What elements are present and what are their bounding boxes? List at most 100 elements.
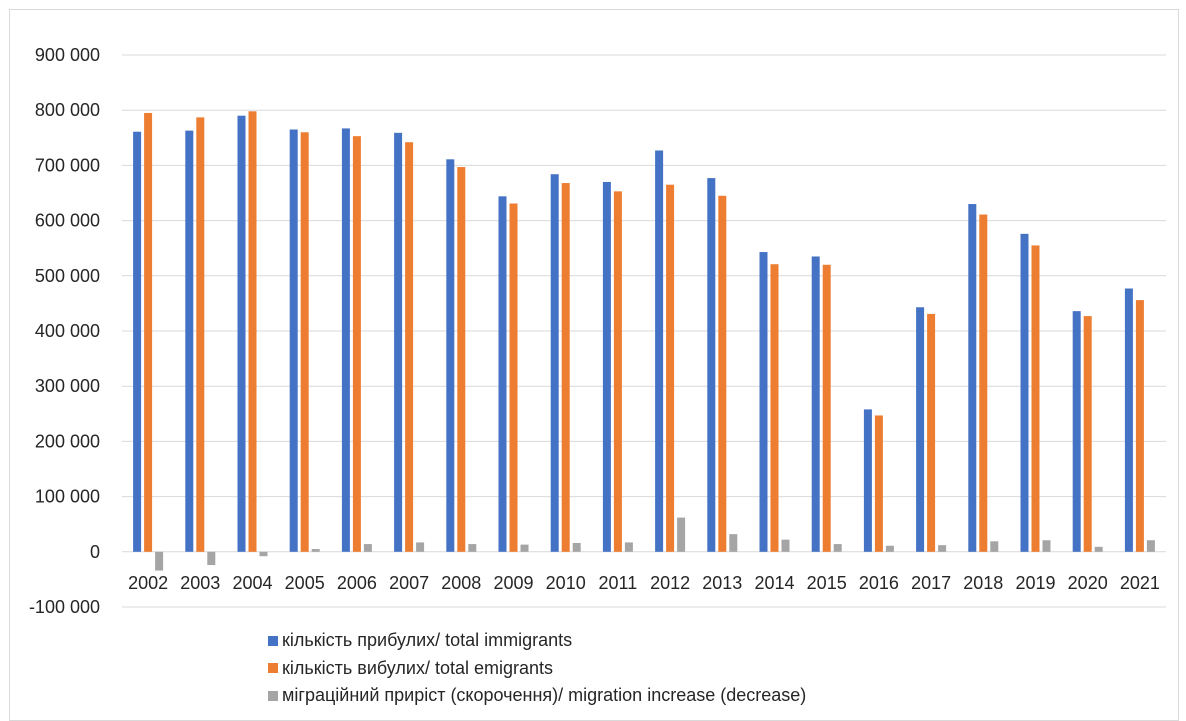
bar-migration-increase-2011	[624, 542, 633, 552]
bar-immigrants-2021	[1124, 288, 1133, 552]
bar-migration-increase-2017	[938, 545, 947, 552]
y-axis-ticks: -100 000 0 100 000 200 000 300 000 400 000 500…	[29, 45, 100, 617]
bar-immigrants-2012	[655, 150, 664, 552]
bar-emigrants-2017	[927, 313, 936, 552]
bar-migration-increase-2013	[729, 534, 738, 552]
y-tick-label: 400 000	[35, 321, 100, 341]
y-tick-label: 200 000	[35, 431, 100, 451]
x-tick-label: 2020	[1068, 573, 1108, 593]
bar-migration-increase-2015	[833, 544, 842, 552]
legend-item-emigrants: кількість вибулих/ total emigrants	[268, 655, 806, 683]
x-tick-label: 2007	[389, 573, 429, 593]
x-tick-label: 2017	[911, 573, 951, 593]
bar-emigrants-2003	[196, 117, 205, 552]
bar-migration-increase-2004	[259, 551, 268, 557]
bar-emigrants-2010	[561, 183, 570, 552]
legend: кількість прибулих/ total immigrants кіл…	[268, 627, 806, 710]
bars	[133, 111, 1155, 571]
bar-emigrants-2020	[1083, 316, 1092, 552]
x-tick-label: 2005	[285, 573, 325, 593]
x-tick-label: 2010	[546, 573, 586, 593]
x-tick-label: 2004	[232, 573, 272, 593]
legend-swatch-migration-increase	[268, 690, 278, 701]
bar-migration-increase-2006	[363, 544, 372, 552]
legend-item-migration-increase: міграційний приріст (скорочення)/ migrat…	[268, 682, 806, 710]
bar-immigrants-2003	[185, 130, 194, 552]
bar-emigrants-2012	[666, 184, 675, 552]
bar-immigrants-2019	[1020, 233, 1029, 552]
x-tick-label: 2006	[337, 573, 377, 593]
y-tick-label: 0	[90, 542, 100, 562]
bar-emigrants-2014	[770, 264, 779, 552]
bar-emigrants-2021	[1135, 300, 1144, 552]
legend-label-migration-increase: міграційний приріст (скорочення)/ migrat…	[282, 685, 807, 706]
bar-immigrants-2002	[133, 131, 142, 552]
bar-migration-increase-2008	[468, 544, 477, 552]
x-tick-label: 2016	[859, 573, 899, 593]
bar-migration-increase-2009	[520, 544, 529, 552]
bar-migration-increase-2021	[1146, 540, 1155, 552]
x-tick-label: 2011	[599, 573, 638, 593]
bar-migration-increase-2003	[207, 551, 216, 566]
bar-immigrants-2014	[759, 252, 768, 552]
bar-migration-increase-2007	[416, 542, 425, 552]
x-tick-label: 2002	[128, 573, 168, 593]
y-tick-label: 100 000	[35, 487, 100, 507]
x-tick-label: 2003	[180, 573, 220, 593]
bar-immigrants-2016	[863, 409, 872, 552]
y-tick-label: 500 000	[35, 266, 100, 286]
gridlines	[122, 54, 1166, 608]
bar-emigrants-2007	[405, 142, 414, 552]
bar-immigrants-2006	[341, 128, 350, 552]
bar-emigrants-2002	[144, 112, 153, 552]
bar-emigrants-2009	[509, 203, 518, 552]
bar-emigrants-2018	[979, 214, 988, 552]
x-axis-ticks: 2002 2003 2004 2005 2006 2007 2008 2009 2010 2011…	[128, 573, 1160, 593]
bar-immigrants-2010	[550, 174, 559, 552]
bar-migration-increase-2002	[155, 551, 164, 571]
legend-item-immigrants: кількість прибулих/ total immigrants	[268, 627, 806, 655]
y-tick-label: 700 000	[35, 155, 100, 175]
bar-immigrants-2011	[602, 181, 611, 552]
bar-immigrants-2020	[1072, 311, 1081, 552]
bar-migration-increase-2016	[885, 545, 894, 552]
x-tick-label: 2018	[963, 573, 1003, 593]
bar-emigrants-2019	[1031, 245, 1040, 552]
x-tick-label: 2009	[493, 573, 533, 593]
x-tick-label: 2015	[807, 573, 847, 593]
x-tick-label: 2012	[650, 573, 690, 593]
legend-label-immigrants: кількість прибулих/ total immigrants	[282, 630, 573, 651]
bar-immigrants-2009	[498, 196, 507, 552]
y-tick-label: 600 000	[35, 211, 100, 231]
bar-immigrants-2015	[811, 256, 820, 552]
x-tick-label: 2014	[754, 573, 794, 593]
bar-emigrants-2004	[248, 111, 257, 552]
x-tick-label: 2021	[1120, 573, 1160, 593]
bar-emigrants-2011	[613, 191, 622, 552]
bar-immigrants-2004	[237, 115, 246, 552]
bar-migration-increase-2020	[1094, 546, 1103, 552]
legend-swatch-immigrants	[268, 635, 278, 646]
x-tick-label: 2019	[1015, 573, 1055, 593]
bar-immigrants-2018	[968, 204, 977, 552]
x-tick-label: 2013	[702, 573, 742, 593]
y-tick-label: 900 000	[35, 45, 100, 65]
bar-migration-increase-2010	[572, 542, 581, 552]
bar-emigrants-2013	[718, 195, 727, 552]
x-tick-label: 2008	[441, 573, 481, 593]
y-tick-label: 300 000	[35, 376, 100, 396]
bar-emigrants-2006	[352, 136, 361, 552]
legend-swatch-emigrants	[268, 663, 278, 674]
bar-immigrants-2017	[916, 307, 925, 552]
bar-immigrants-2013	[707, 178, 716, 552]
bar-emigrants-2008	[457, 167, 466, 552]
bar-emigrants-2016	[874, 415, 883, 552]
bar-immigrants-2005	[289, 129, 298, 552]
bar-emigrants-2005	[300, 132, 309, 552]
legend-label-emigrants: кількість вибулих/ total emigrants	[282, 657, 554, 678]
y-tick-label: -100 000	[29, 597, 100, 617]
bar-migration-increase-2014	[781, 539, 790, 552]
bar-migration-increase-2005	[311, 549, 320, 552]
bar-immigrants-2007	[394, 132, 403, 552]
